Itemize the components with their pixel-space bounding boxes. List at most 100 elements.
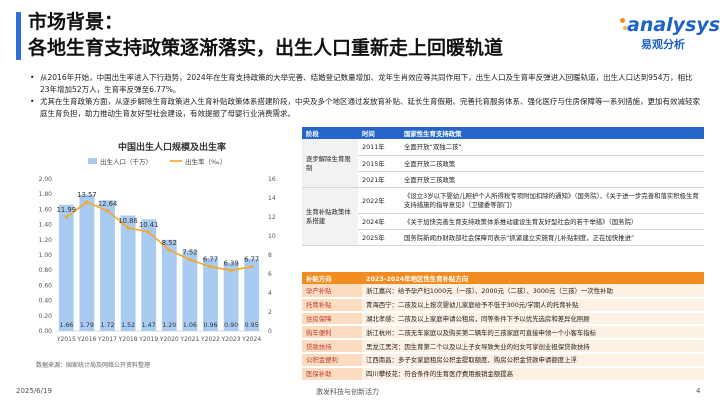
header-cell: 国家性生育支持政策 <box>400 127 704 139</box>
line-point <box>167 248 171 252</box>
bar <box>58 204 74 331</box>
y-right-tick-label: 6 <box>268 271 272 278</box>
subsidy-description: 浙江杭州：二孩无车家庭以及购买第二辆车的三孩家庭可直接申领一个小客车指标 <box>362 325 704 341</box>
page-title-line1: 市场背景： <box>28 11 124 33</box>
policy-cell: 全面开放二孩政策 <box>400 155 704 172</box>
bar-value-label: 1.72 <box>100 322 114 329</box>
y-right-tick-label: 4 <box>268 290 272 297</box>
bar <box>223 262 239 331</box>
legend-label: 出生人口（千万） <box>100 157 152 166</box>
subsidy-category: 住房保障 <box>302 311 362 327</box>
bar <box>203 258 218 331</box>
bar <box>161 239 177 331</box>
page-title-line2: 各地生育支持政策逐渐落实，出生人口重新走上回暖轨道 <box>28 37 504 59</box>
y-left-tick-label: 1.80 <box>39 191 53 198</box>
header-cell: 2023-2024年地区性生育补贴方向 <box>362 272 704 284</box>
policy-table: 阶段 时间 国家性生育支持政策 逐步解除生育限制 2011年 全面开放“双独二孩… <box>302 127 704 246</box>
y-right-tick-label: 0 <box>268 328 272 335</box>
line-value-label: 10.86 <box>118 217 137 225</box>
x-tick-label: Y2022 <box>200 336 220 343</box>
birth-chart: 出生人口（千万） 出生率（‰） 0.00 0.20 0.40 0.60 0.80 1.00 1.… <box>39 157 276 343</box>
source-note: 数据来源：国家统计局及网络公开资料整理 <box>36 362 151 369</box>
header-cell: 补贴方向 <box>302 272 362 284</box>
bar-value-label: 0.96 <box>203 322 217 329</box>
table-row: 2025年 国务院新闻办财政部社会保障司表示“抓紧建立实施育儿补贴制度，正在加快… <box>302 229 704 246</box>
line-point <box>229 268 233 272</box>
table-row: 2015年 全面开放二孩政策 <box>302 155 704 172</box>
subsidy-category: 托育补贴 <box>302 297 362 313</box>
year-cell: 2011年 <box>358 139 400 156</box>
bar <box>244 258 260 331</box>
stage-cell: 生育补贴政策体系搭建 <box>302 187 358 246</box>
table-row: 贷款扶持 黑龙江黑河：因生育第二个以及以上子女导致失业的妇女可享创业担保贷款扶持 <box>302 339 704 354</box>
bullet-item: 从2016年开始，中国出生率进入下行趋势，2024年在生育支持政策的大举完善、结… <box>30 72 702 95</box>
x-tick-label: Y2016 <box>76 336 96 343</box>
subsidy-category: 医保补助 <box>302 366 362 382</box>
policy-cell: 国务院新闻办财政部社会保障司表示“抓紧建立实施育儿补贴制度，正在加快推进” <box>400 229 704 246</box>
year-cell: 2024年 <box>358 213 400 230</box>
bar <box>182 250 198 331</box>
bar <box>141 219 157 331</box>
chart-title: 中国出生人口规模及出生率 <box>118 143 227 153</box>
header-cell: 阶段 <box>302 127 358 139</box>
line-point <box>85 200 89 204</box>
table-row: 托育补贴 青海西宁：二孩及以上按次婴幼儿家庭给予不低于300元/学期人的托育补贴 <box>302 297 704 313</box>
logo-dot-icon <box>623 26 627 30</box>
year-cell: 2015年 <box>358 155 400 172</box>
x-tick-label: Y2021 <box>179 336 199 343</box>
policy-cell: 《设立3岁以下婴幼儿照护个人所得税专项附加扣除的通知》（国务院）、《关于进一步完… <box>400 187 704 214</box>
line-value-label: 10.41 <box>139 221 158 229</box>
table-row: 购车便利 浙江杭州：二孩无车家庭以及购买第二辆车的三孩家庭可直接申领一个小客车指标 <box>302 325 704 341</box>
y-left-tick-label: 2.00 <box>39 176 53 183</box>
table-row: 2021年 全面开放三孩政策 <box>302 171 704 188</box>
birth-rate-line <box>65 201 252 272</box>
y-right-tick-label: 12 <box>268 214 276 221</box>
y-right-tick-label: 10 <box>268 233 276 240</box>
bar-value-label: 0.95 <box>245 322 259 329</box>
bullet-item: 尤其在生育政策方面，从逐步解除生育政策进入生育补贴政策体系搭建阶段，中央及多个地… <box>30 96 702 119</box>
line-point <box>188 257 192 262</box>
y-left-tick-label: 0.40 <box>39 298 53 305</box>
y-left-tick-label: 1.00 <box>39 252 53 259</box>
x-tick-label: Y2019 <box>138 336 158 343</box>
analysys-logo: analysys 易观分析 <box>620 14 720 54</box>
logo-subtitle: 易观分析 <box>641 38 685 51</box>
line-value-label: 13.57 <box>77 191 96 199</box>
bar <box>79 194 95 331</box>
bar-value-label: 1.79 <box>80 322 94 329</box>
footer-slogan: 激发科技与创新活力 <box>316 388 379 396</box>
x-tick-label: Y2023 <box>221 336 241 343</box>
subsidy-description: 四川攀枝花：符合条件的生育医疗费用报销金额提高 <box>362 366 704 382</box>
table-row: 住房保障 湖北孝感：二孩及以上家庭申请公租房，同等条件下予以优先选房和差异化照顾 <box>302 311 704 327</box>
y-left-tick-label: 1.60 <box>39 206 53 213</box>
line-value-label: 11.99 <box>57 206 76 214</box>
table-row: 公积金便利 江西南昌：多子女家庭租房公积金提取额度、购房公积金贷款申请额度上浮 <box>302 352 704 368</box>
policy-cell: 全面开放三孩政策 <box>400 171 704 188</box>
policy-cell: 全面开放“双独二孩” <box>400 139 704 156</box>
legend-bar-swatch <box>88 158 97 164</box>
line-value-label: 6.77 <box>203 256 218 264</box>
x-tick-label: Y2024 <box>241 336 261 343</box>
policy-table-header: 阶段 时间 国家性生育支持政策 <box>302 127 704 139</box>
x-tick-label: Y2015 <box>56 336 76 343</box>
subsidy-table-header: 补贴方向 2023-2024年地区性生育补贴方向 <box>302 272 704 284</box>
y-left-tick-label: 1.40 <box>39 222 53 229</box>
table-row: 2024年 《关于加快完善生育支持政策体系推动建设生育友好型社会的若干举措》（国… <box>302 213 704 230</box>
y-right-tick-label: 14 <box>268 195 276 202</box>
legend-label: 出生率（‰） <box>185 157 226 166</box>
year-cell: 2025年 <box>358 229 400 246</box>
subsidy-category: 公积金便利 <box>302 352 362 368</box>
table-row: 生育补贴政策体系搭建 2022年 《设立3岁以下婴幼儿照护个人所得税专项附加扣除… <box>302 187 704 246</box>
bar <box>100 200 115 331</box>
bar-value-label: 1.20 <box>162 322 176 329</box>
subsidy-description: 湖北孝感：二孩及以上家庭申请公租房，同等条件下予以优先选房和差异化照顾 <box>362 311 704 327</box>
line-point <box>147 230 151 234</box>
bullet-list: 从2016年开始，中国出生率进入下行趋势，2024年在生育支持政策的大举完善、结… <box>30 72 702 120</box>
y-left-tick-label: 1.20 <box>39 237 53 244</box>
subsidy-category: 购车便利 <box>302 325 362 341</box>
table-row: 医保补助 四川攀枝花：符合条件的生育医疗费用报销金额提高 <box>302 366 704 382</box>
line-point <box>105 209 110 213</box>
subsidy-table: 补贴方向 2023-2024年地区性生育补贴方向 孕产补贴 浙江嘉兴：给予孕产妇1… <box>302 272 704 382</box>
title-accent-bar <box>16 12 21 60</box>
x-tick-label: Y2018 <box>118 336 138 343</box>
